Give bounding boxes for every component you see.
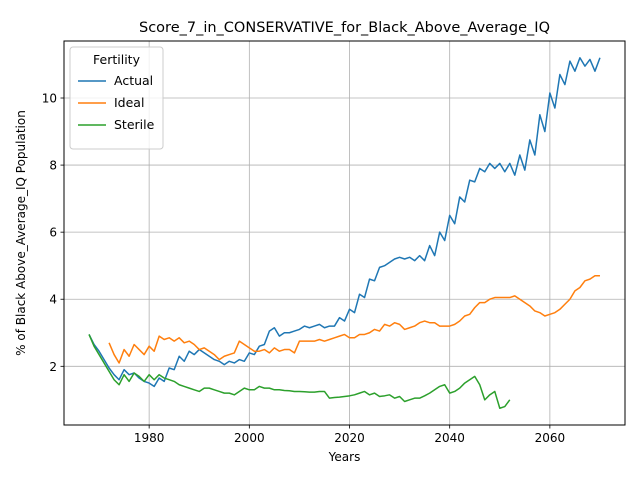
- y-tick-label: 2: [49, 360, 57, 374]
- axes-frame: [63, 40, 626, 426]
- legend-label-ideal: Ideal: [114, 95, 144, 110]
- series-line-ideal: [108, 275, 600, 364]
- series-line-sterile: [88, 334, 511, 409]
- y-tick-label: 10: [42, 92, 57, 106]
- series-line-actual: [88, 57, 601, 388]
- legend-title: Fertility: [93, 52, 141, 67]
- x-tick-label: 2060: [535, 431, 566, 445]
- y-axis: 2 4 6 8 10: [42, 92, 64, 374]
- y-tick-label: 8: [49, 159, 57, 173]
- grid: [64, 41, 625, 425]
- legend-label-actual: Actual: [114, 73, 153, 88]
- y-tick-label: 6: [49, 226, 57, 240]
- legend-label-sterile: Sterile: [114, 117, 155, 132]
- y-axis-label: % of Black Above_Average_IQ Population: [14, 110, 28, 356]
- x-tick-label: 2020: [334, 431, 365, 445]
- plot-lines: [88, 57, 601, 409]
- y-tick-label: 4: [49, 293, 57, 307]
- x-axis-label: Years: [328, 450, 361, 464]
- x-axis: 1980 2000 2020 2040 2060: [134, 425, 565, 445]
- legend: Fertility Actual Ideal Sterile: [69, 46, 164, 150]
- x-tick-label: 1980: [134, 431, 165, 445]
- chart-title: Score_7_in_CONSERVATIVE_for_Black_Above_…: [139, 20, 550, 36]
- x-tick-label: 2040: [434, 431, 465, 445]
- x-tick-label: 2000: [234, 431, 265, 445]
- legend-box: [69, 46, 164, 150]
